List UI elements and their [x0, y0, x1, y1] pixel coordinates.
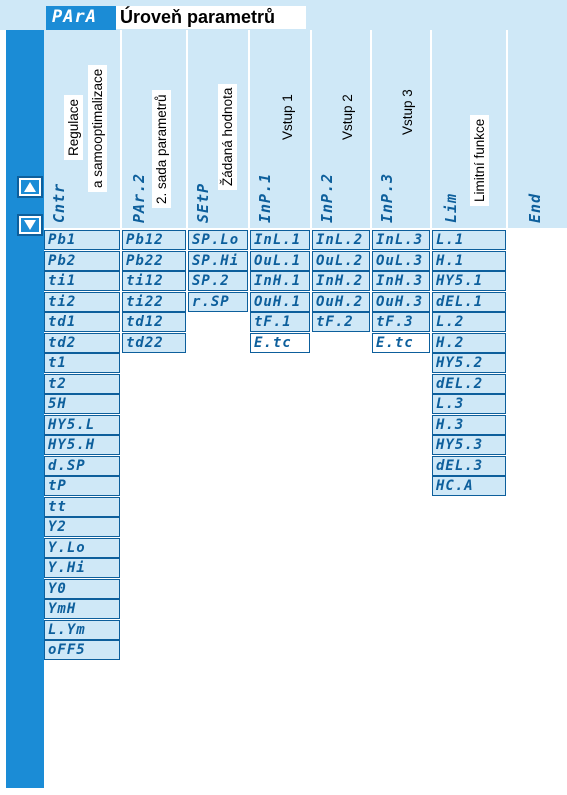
param-cell-par2[interactable]: ti12 [122, 271, 186, 291]
param-cell-inp1[interactable]: OuL.1 [250, 251, 310, 271]
param-cell-lim[interactable]: HY5.2 [432, 353, 506, 373]
param-cell-inp1[interactable]: tF.1 [250, 312, 310, 332]
column-code-end: End [526, 192, 544, 223]
arrow-down-icon [24, 220, 36, 230]
param-cell-par2[interactable]: Pb22 [122, 251, 186, 271]
param-cell-cntr[interactable]: HY5.L [44, 415, 120, 435]
page-title: Úroveň parametrů [116, 6, 306, 29]
column-label-par2: 2. sada parametrů [152, 90, 171, 208]
param-cell-lim[interactable]: L.3 [432, 394, 506, 414]
param-cell-cntr[interactable]: ti1 [44, 271, 120, 291]
param-cell-cntr[interactable]: td2 [44, 333, 120, 353]
param-cell-setp[interactable]: SP.Hi [188, 251, 248, 271]
param-cell-par2[interactable]: ti22 [122, 292, 186, 312]
param-cell-cntr[interactable]: d.SP [44, 456, 120, 476]
column-label-setp: Žádaná hodnota [218, 83, 237, 190]
param-cell-cntr[interactable]: tP [44, 476, 120, 496]
param-cell-cntr[interactable]: Pb1 [44, 230, 120, 250]
param-cell-setp[interactable]: r.SP [188, 292, 248, 312]
param-cell-cntr[interactable]: Pb2 [44, 251, 120, 271]
param-cell-inp1[interactable]: InH.1 [250, 271, 310, 291]
param-cell-cntr[interactable]: Y0 [44, 579, 120, 599]
param-cell-setp[interactable]: SP.Lo [188, 230, 248, 250]
param-cell-lim[interactable]: HC.A [432, 476, 506, 496]
column-label-cntr-2: a samooptimalizace [88, 64, 107, 192]
param-cell-inp3[interactable]: OuL.3 [372, 251, 430, 271]
param-cell-inp3[interactable]: tF.3 [372, 312, 430, 332]
param-cell-par2[interactable]: Pb12 [122, 230, 186, 250]
param-cell-par2[interactable]: td12 [122, 312, 186, 332]
left-nav-strip [6, 30, 44, 788]
param-cell-lim[interactable]: dEL.1 [432, 292, 506, 312]
title-code: PArA [52, 7, 97, 27]
param-cell-inp2[interactable]: OuL.2 [312, 251, 370, 271]
param-cell-cntr[interactable]: t1 [44, 353, 120, 373]
param-cell-cntr[interactable]: Y.Lo [44, 538, 120, 558]
column-label-inp3: Vstup 3 [400, 89, 415, 135]
param-cell-lim[interactable]: dEL.3 [432, 456, 506, 476]
param-cell-cntr[interactable]: tt [44, 497, 120, 517]
column-code-par2: PAr.2 [130, 172, 148, 223]
param-cell-inp3[interactable]: InL.3 [372, 230, 430, 250]
scroll-up-button[interactable] [17, 176, 43, 198]
param-cell-cntr[interactable]: 5H [44, 394, 120, 414]
param-cell-cntr[interactable]: Y.Hi [44, 558, 120, 578]
param-cell-cntr[interactable]: ti2 [44, 292, 120, 312]
param-cell-lim[interactable]: H.1 [432, 251, 506, 271]
param-cell-lim[interactable]: L.2 [432, 312, 506, 332]
scroll-down-button[interactable] [17, 214, 43, 236]
column-header-inp2[interactable]: Vstup 2 InP.2 [312, 30, 372, 228]
column-header-end[interactable]: End [508, 30, 567, 228]
param-cell-inp2[interactable]: InL.2 [312, 230, 370, 250]
column-code-cntr: Cntr [50, 182, 68, 223]
column-header-lim[interactable]: Limitní funkce Lim [432, 30, 508, 228]
param-cell-inp2[interactable]: OuH.2 [312, 292, 370, 312]
param-cell-inp1[interactable]: OuH.1 [250, 292, 310, 312]
param-cell-cntr[interactable]: HY5.H [44, 435, 120, 455]
param-cell-cntr[interactable]: L.Ym [44, 620, 120, 640]
param-cell-inp1[interactable]: InL.1 [250, 230, 310, 250]
param-cell-cntr[interactable]: Y2 [44, 517, 120, 537]
param-cell-lim[interactable]: HY5.1 [432, 271, 506, 291]
param-cell-lim[interactable]: H.2 [432, 333, 506, 353]
param-cell-lim[interactable]: HY5.3 [432, 435, 506, 455]
arrow-up-icon [24, 182, 36, 192]
column-label-inp2: Vstup 2 [340, 94, 355, 140]
param-cell-cntr[interactable]: oFF5 [44, 640, 120, 660]
column-header-inp1[interactable]: Vstup 1 InP.1 [250, 30, 312, 228]
param-cell-lim[interactable]: dEL.2 [432, 374, 506, 394]
column-code-inp1: InP.1 [256, 172, 274, 223]
param-cell-inp3[interactable]: OuH.3 [372, 292, 430, 312]
param-cell-cntr[interactable]: t2 [44, 374, 120, 394]
param-cell-par2[interactable]: td22 [122, 333, 186, 353]
param-cell-inp3[interactable]: InH.3 [372, 271, 430, 291]
param-cell-inp1[interactable]: E.tc [250, 333, 310, 353]
title-bar: PArA Úroveň parametrů [0, 0, 567, 30]
param-cell-inp2[interactable]: InH.2 [312, 271, 370, 291]
column-code-setp: SEtP [194, 182, 212, 223]
param-cell-cntr[interactable]: td1 [44, 312, 120, 332]
param-cell-cntr[interactable]: YmH [44, 599, 120, 619]
param-cell-inp2[interactable]: tF.2 [312, 312, 370, 332]
column-header-inp3[interactable]: Vstup 3 InP.3 [372, 30, 432, 228]
column-code-inp3: InP.3 [378, 172, 396, 223]
column-label-inp1: Vstup 1 [280, 94, 295, 140]
column-code-inp2: InP.2 [318, 172, 336, 223]
column-label-lim: Limitní funkce [470, 114, 489, 206]
param-cell-inp3[interactable]: E.tc [372, 333, 430, 353]
param-cell-setp[interactable]: SP.2 [188, 271, 248, 291]
column-code-lim: Lim [442, 192, 460, 223]
title-code-badge [46, 6, 116, 30]
column-header-par2[interactable]: 2. sada parametrů PAr.2 [122, 30, 188, 228]
column-header-setp[interactable]: Žádaná hodnota SEtP [188, 30, 250, 228]
column-label-cntr-1: Regulace [64, 94, 83, 160]
param-cell-lim[interactable]: H.3 [432, 415, 506, 435]
column-headers: Regulace a samooptimalizace Cntr 2. sada… [44, 30, 567, 228]
column-header-cntr[interactable]: Regulace a samooptimalizace Cntr [44, 30, 122, 228]
param-cell-lim[interactable]: L.1 [432, 230, 506, 250]
